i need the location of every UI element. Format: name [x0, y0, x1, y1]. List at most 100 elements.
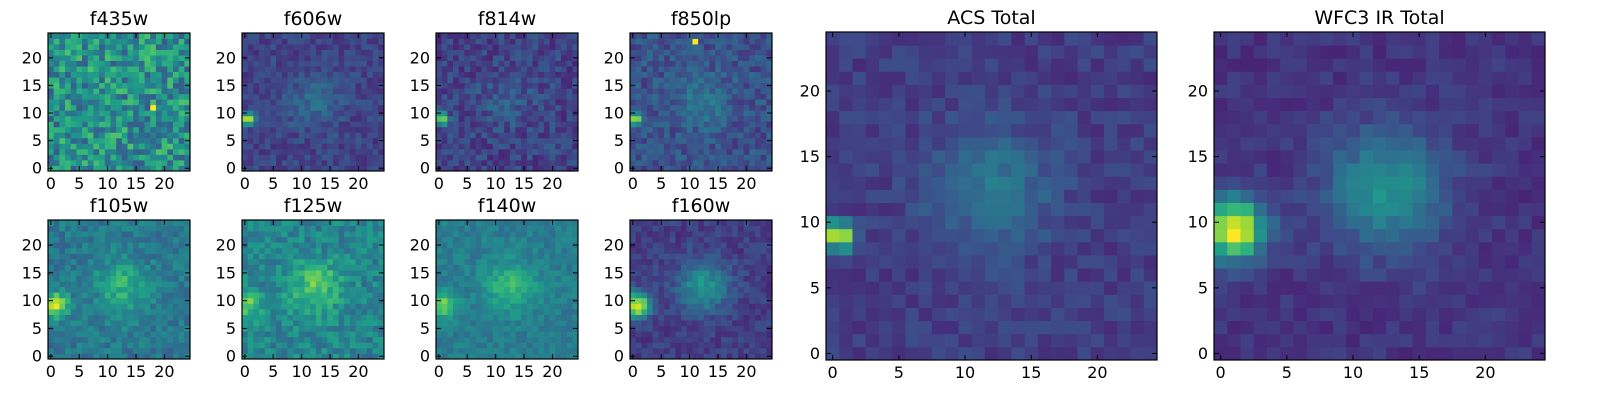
heatmap-cell	[453, 281, 460, 288]
heatmap-cell	[726, 126, 733, 133]
heatmap-cell	[87, 292, 94, 299]
heatmap-cell	[481, 165, 488, 172]
heatmap-cell	[304, 88, 311, 95]
heatmap-cell	[703, 297, 710, 304]
heatmap-cell	[110, 148, 117, 155]
heatmap-cell	[681, 325, 688, 332]
heatmap-cell	[458, 236, 465, 243]
heatmap-cell	[504, 66, 511, 73]
heatmap-cell	[82, 336, 89, 343]
heatmap-cell	[53, 104, 60, 111]
heatmap-cell	[293, 93, 300, 100]
heatmap-cell	[487, 331, 494, 338]
heatmap-cell	[372, 66, 379, 73]
heatmap-cell	[481, 253, 488, 260]
heatmap-cell	[304, 264, 311, 271]
heatmap-cell	[65, 225, 72, 232]
heatmap-cell	[560, 93, 568, 100]
heatmap-cell	[116, 308, 123, 315]
heatmap-cell	[641, 132, 648, 139]
heatmap-cell	[760, 281, 767, 288]
heatmap-cell	[715, 148, 722, 155]
heatmap-cell	[675, 270, 682, 276]
heatmap-cell	[355, 121, 362, 128]
heatmap-cell	[630, 38, 637, 45]
heatmap-cell	[327, 320, 334, 327]
heatmap-cell	[144, 325, 151, 332]
heatmap-cell	[281, 33, 288, 39]
heatmap-cell	[504, 159, 511, 166]
heatmap-cell	[664, 342, 671, 349]
heatmap-cell	[692, 121, 699, 128]
heatmap-cell	[104, 247, 111, 254]
heatmap-cell	[475, 242, 482, 249]
heatmap-cell	[720, 126, 727, 133]
heatmap-cell	[298, 247, 305, 254]
heatmap-cell	[349, 38, 356, 45]
heatmap-cell	[310, 77, 317, 84]
heatmap-cell	[167, 110, 174, 117]
heatmap-cell	[298, 320, 305, 327]
heatmap-cell	[178, 353, 185, 360]
heatmap-cell	[344, 342, 351, 349]
heatmap-cell	[178, 247, 185, 254]
heatmap-cell	[310, 110, 317, 117]
heatmap-cell	[372, 159, 379, 166]
heatmap-cell	[572, 154, 579, 161]
heatmap-cell	[99, 93, 106, 100]
heatmap-cell	[538, 44, 545, 50]
heatmap-cell	[647, 336, 654, 343]
heatmap-cell	[630, 281, 637, 288]
heatmap-cell	[754, 33, 762, 39]
heatmap-cell	[150, 93, 157, 100]
heatmap-cell	[76, 132, 83, 139]
heatmap-cell	[743, 292, 750, 299]
heatmap-cell	[110, 110, 117, 117]
heatmap-cell	[555, 342, 562, 349]
heatmap-cell	[464, 154, 471, 161]
heatmap-cell	[458, 55, 465, 61]
heatmap-cell	[675, 297, 682, 304]
heatmap-cell	[453, 159, 460, 166]
heatmap-cell	[749, 165, 756, 172]
heatmap-cell	[338, 308, 345, 315]
heatmap-cell	[726, 165, 733, 172]
heatmap-cell	[104, 308, 111, 315]
heatmap-cell	[492, 303, 499, 310]
heatmap-cell	[116, 99, 123, 106]
heatmap-cell	[281, 154, 288, 161]
heatmap-cell	[447, 258, 454, 265]
heatmap-cell	[504, 33, 511, 39]
heatmap-cell	[732, 303, 739, 310]
heatmap-cell	[172, 33, 180, 39]
heatmap-cell	[65, 132, 72, 139]
heatmap-cell	[76, 126, 83, 133]
heatmap-cell	[453, 60, 460, 67]
heatmap-cell	[53, 159, 60, 166]
heatmap-cell	[327, 275, 334, 282]
heatmap-cell	[144, 336, 151, 343]
heatmap-cell	[743, 308, 750, 315]
heatmap-cell	[99, 331, 106, 338]
heatmap-cell	[355, 44, 362, 50]
heatmap-cell	[641, 121, 648, 128]
heatmap-cell	[87, 314, 94, 321]
heatmap-cell	[259, 281, 266, 288]
heatmap-cell	[332, 336, 339, 343]
heatmap-cell	[87, 253, 94, 260]
heatmap-cell	[720, 275, 727, 282]
heatmap-cell	[521, 347, 528, 354]
heatmap-cell	[116, 220, 123, 226]
heatmap-cell	[515, 137, 522, 144]
heatmap-cell	[144, 314, 151, 321]
heatmap-cell	[270, 286, 277, 293]
heatmap-cell	[287, 49, 294, 56]
heatmap-cell	[436, 44, 443, 50]
heatmap-cell	[549, 236, 556, 243]
heatmap-cell	[549, 99, 556, 106]
heatmap-cell	[270, 247, 277, 254]
heatmap-cell	[344, 247, 351, 254]
heatmap-cell	[242, 347, 249, 354]
heatmap-cell	[161, 60, 168, 67]
heatmap-cell	[53, 225, 60, 232]
